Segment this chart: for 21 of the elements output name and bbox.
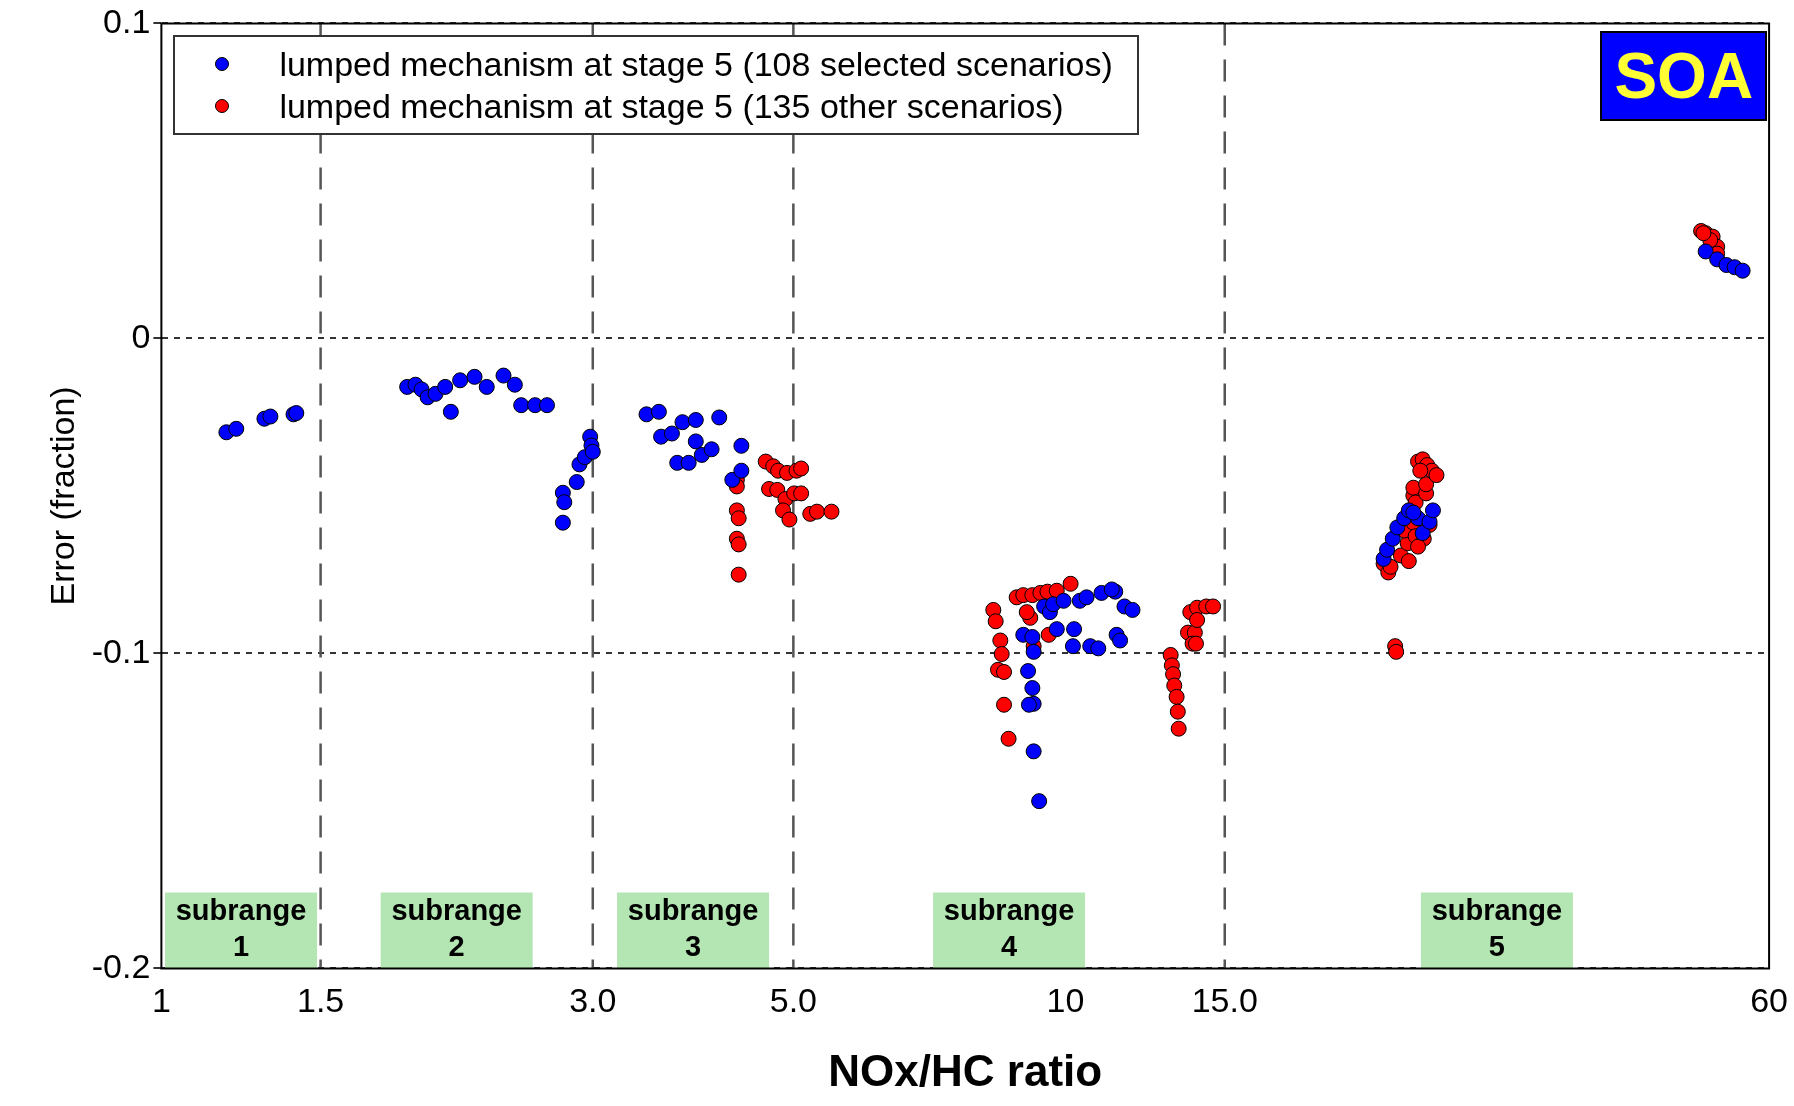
x-tick-label: 1.5: [296, 981, 345, 1020]
annotation: subrange 5: [1431, 894, 1563, 963]
y-tick-label: 0.1: [103, 1, 151, 40]
x-tick-label: 1: [151, 981, 171, 1020]
annotation: subrange 1: [175, 894, 307, 963]
x-tick-label: 10: [1046, 981, 1085, 1020]
x-tick-label: 60: [1750, 981, 1788, 1020]
legend-label: lumped mechanism at stage 5 (108 selected scenarios): [279, 44, 1113, 86]
y-tick-label: -0.1: [91, 631, 151, 670]
y-axis-title: Error (fraction): [42, 386, 81, 606]
y-tick-label: 0: [131, 316, 151, 355]
legend-label: lumped mechanism at stage 5 (135 other scenarios): [279, 86, 1064, 128]
x-tick-label: 15.0: [1191, 981, 1258, 1020]
annotation: subrange 4: [943, 894, 1075, 963]
y-tick-label: -0.2: [91, 946, 151, 985]
annotation: subrange 3: [627, 894, 759, 963]
annotation: SOA: [1600, 31, 1768, 122]
x-tick-label: 5.0: [769, 981, 817, 1020]
x-axis-title: NOx/HC ratio: [828, 1045, 1103, 1095]
annotation: subrange 2: [391, 894, 522, 963]
x-tick-label: 3.0: [569, 981, 617, 1020]
